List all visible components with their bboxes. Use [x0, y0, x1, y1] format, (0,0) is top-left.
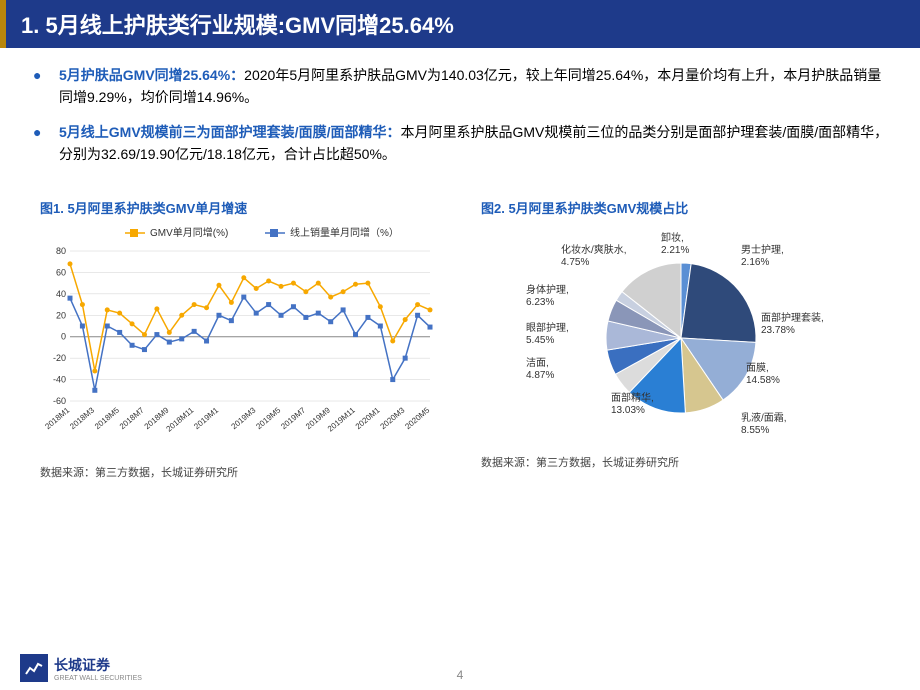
- svg-text:2018M3: 2018M3: [68, 405, 96, 431]
- svg-text:线上销量单月同增（%）: 线上销量单月同增（%）: [290, 226, 399, 239]
- pie-label: 卸妆,2.21%: [661, 233, 689, 257]
- svg-text:20: 20: [56, 310, 66, 320]
- chart2-title: 图2. 5月阿里系护肤类GMV规模占比: [481, 198, 892, 217]
- svg-text:2019M11: 2019M11: [326, 405, 357, 433]
- pie-label: 洁面,4.87%: [526, 358, 554, 382]
- chart1-source: 数据来源：第三方数据，长城证券研究所: [40, 464, 451, 480]
- svg-text:GMV单月同增(%): GMV单月同增(%): [150, 226, 228, 239]
- chart2-source: 数据来源：第三方数据，长城证券研究所: [481, 454, 892, 470]
- svg-text:-20: -20: [53, 353, 66, 363]
- chart1-block: 图1. 5月阿里系护肤类GMV单月增速 80 60 40 20 0 -20 -40 -60 GM…: [40, 198, 451, 480]
- pie-label: 面部精华,13.03%: [611, 393, 654, 417]
- svg-text:-40: -40: [53, 374, 66, 384]
- chart1-title: 图1. 5月阿里系护肤类GMV单月增速: [40, 198, 451, 217]
- svg-text:0: 0: [61, 331, 66, 341]
- svg-text:-60: -60: [53, 396, 66, 406]
- svg-text:80: 80: [56, 246, 66, 256]
- bullet-list: 5月护肤品GMV同增25.64%：2020年5月阿里系护肤品GMV为140.03…: [0, 48, 920, 166]
- bullet-item: 5月护肤品GMV同增25.64%：2020年5月阿里系护肤品GMV为140.03…: [55, 64, 890, 109]
- footer-logo: 长城证券 GREAT WALL SECURITIES: [20, 654, 142, 682]
- pie-label: 面部护理套装,23.78%: [761, 313, 824, 337]
- svg-text:60: 60: [56, 267, 66, 277]
- chart2-canvas: 面部护理套装,23.78% 面膜,14.58% 乳液/面霜,8.55% 面部精华,13…: [481, 223, 892, 448]
- pie-label: 面膜,14.58%: [746, 363, 780, 387]
- logo-subtext: GREAT WALL SECURITIES: [54, 675, 142, 682]
- svg-text:2018M5: 2018M5: [93, 405, 121, 431]
- bullet-lead: 5月线上GMV规模前三为面部护理套装/面膜/面部精华：: [59, 124, 400, 140]
- chart2-block: 图2. 5月阿里系护肤类GMV规模占比 面部护理套装,23.78% 面膜,14.5…: [481, 198, 892, 480]
- bullet-item: 5月线上GMV规模前三为面部护理套装/面膜/面部精华：本月阿里系护肤品GMV规模…: [55, 121, 890, 166]
- chart1-canvas: 80 60 40 20 0 -20 -40 -60 GMV单月同增(%) 线上销量单月同增（%） 2…: [40, 223, 451, 458]
- pie-label: 眼部护理,5.45%: [526, 323, 569, 347]
- pie-label: 乳液/面霜,8.55%: [741, 413, 787, 437]
- svg-text:2020M1: 2020M1: [354, 405, 382, 431]
- bullet-lead: 5月护肤品GMV同增25.64%：: [59, 67, 244, 83]
- page-title: 1. 5月线上护肤类行业规模:GMV同增25.64%: [0, 0, 920, 48]
- svg-text:2019M5: 2019M5: [254, 405, 282, 431]
- svg-text:2019M1: 2019M1: [192, 405, 220, 431]
- logo-icon: [20, 654, 48, 682]
- page-number: 4: [457, 668, 464, 682]
- pie-label: 身体护理,6.23%: [526, 285, 569, 309]
- svg-text:40: 40: [56, 288, 66, 298]
- svg-text:2019M7: 2019M7: [279, 405, 307, 431]
- logo-text: 长城证券: [54, 657, 110, 673]
- pie-label: 男士护理,2.16%: [741, 245, 784, 269]
- svg-text:2020M3: 2020M3: [379, 405, 407, 431]
- svg-text:2018M7: 2018M7: [118, 405, 146, 431]
- pie-label: 化妆水/爽肤水,4.75%: [561, 245, 627, 269]
- svg-text:2018M11: 2018M11: [165, 405, 196, 433]
- svg-text:2019M3: 2019M3: [230, 405, 258, 431]
- svg-text:2018M1: 2018M1: [43, 405, 71, 431]
- chart1-svg: 80 60 40 20 0 -20 -40 -60 GMV单月同增(%) 线上销量单月同增（%） 2…: [40, 223, 440, 453]
- svg-text:2020M5: 2020M5: [403, 405, 431, 431]
